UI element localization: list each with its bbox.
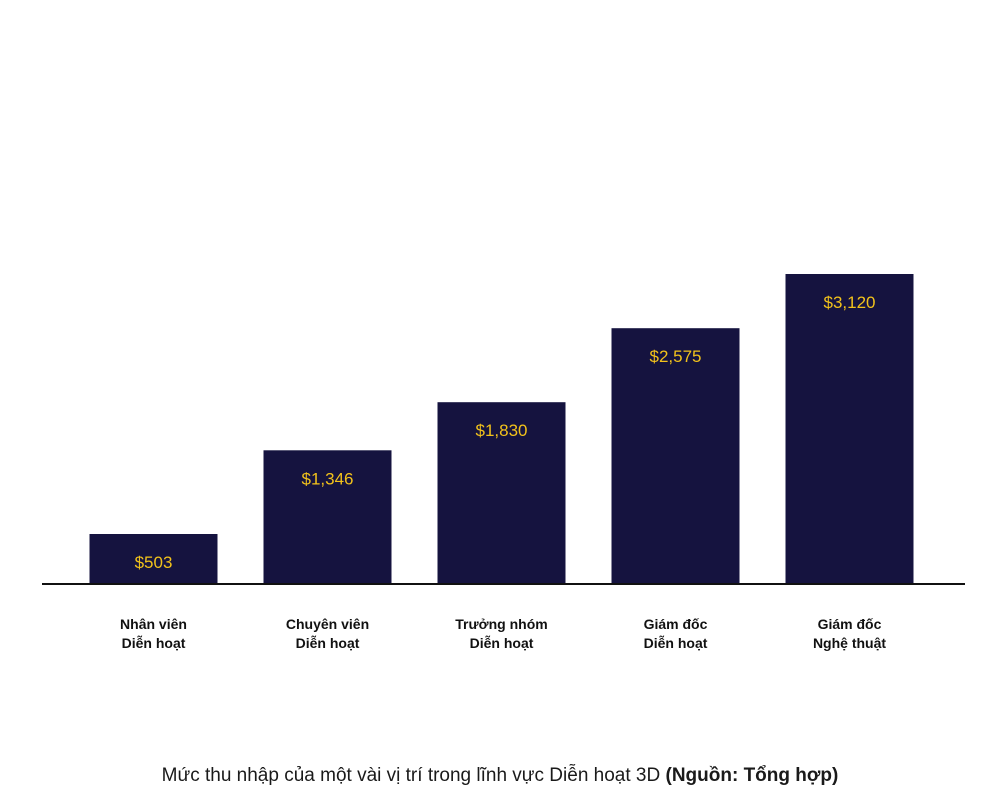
category-label-3-line-1: Trưởng nhóm (455, 616, 547, 632)
category-label-4-line-1: Giám đốc (644, 616, 708, 632)
category-label-1-line-1: Nhân viên (120, 616, 187, 632)
bar-2 (263, 450, 392, 584)
category-label-5-line-2: Nghệ thuật (813, 635, 886, 651)
bar-value-label-5: $3,120 (824, 293, 876, 312)
bars-group: $503 $1,346 $1,830 $2,575 $3,120 (89, 274, 914, 584)
bar-3 (437, 402, 566, 584)
caption-text: Mức thu nhập của một vài vị trí trong lĩ… (161, 765, 661, 786)
bar-4 (611, 328, 740, 584)
category-label-3-line-2: Diễn hoạt (470, 635, 534, 651)
category-label-5-line-1: Giám đốc (818, 616, 882, 632)
category-labels: Nhân viên Diễn hoạt Chuyên viên Diễn hoạt Tr… (120, 616, 886, 651)
chart-caption: Mức thu nhập của một vài vị trí trong lĩ… (0, 765, 1000, 787)
category-label-2-line-2: Diễn hoạt (296, 635, 360, 651)
bar-value-label-3: $1,830 (476, 421, 528, 440)
bar-1 (89, 534, 218, 584)
category-label-2-line-1: Chuyên viên (286, 616, 369, 632)
bar-value-label-2: $1,346 (302, 469, 354, 488)
bar-value-label-1: $503 (135, 553, 173, 572)
bar-chart: $503 $1,346 $1,830 $2,575 $3,120 Nhân viên Di… (42, 274, 965, 651)
category-label-4-line-2: Diễn hoạt (644, 635, 708, 651)
bar-5 (785, 274, 914, 584)
category-label-1-line-2: Diễn hoạt (122, 635, 186, 651)
caption-source: (Nguồn: Tổng hợp) (665, 765, 839, 786)
bar-value-label-4: $2,575 (650, 347, 702, 366)
